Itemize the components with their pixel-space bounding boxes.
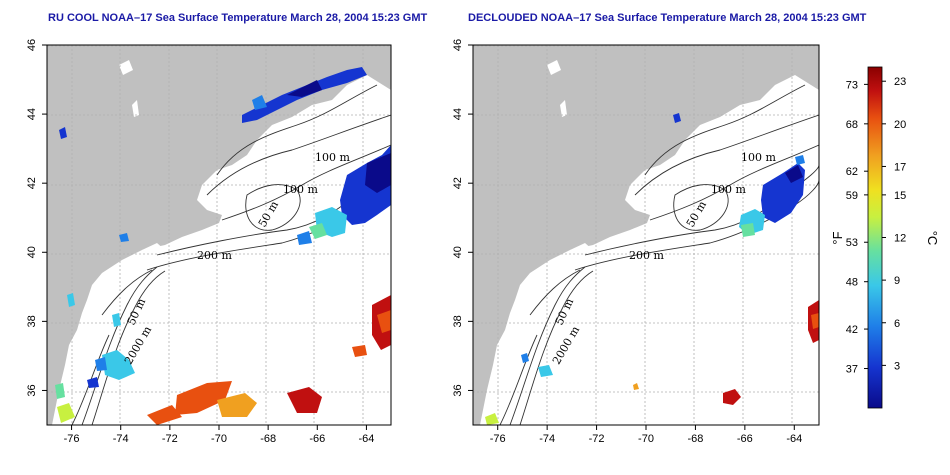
fahrenheit-tick-label: 42 (846, 324, 858, 336)
fahrenheit-tick-label: 59 (846, 190, 858, 202)
x-axis-tick-label: -64 (358, 433, 374, 445)
bathymetry-contours (499, 84, 819, 425)
fahrenheit-tick-label: 73 (846, 79, 858, 91)
y-axis-tick-label: 44 (452, 108, 464, 120)
celsius-tick-label: 12 (894, 233, 906, 245)
y-axis-tick-label: 38 (26, 315, 38, 327)
celsius-tick-label: 17 (894, 161, 906, 173)
x-axis-tick-label: -68 (687, 433, 703, 445)
x-axis-tick-label: -70 (638, 433, 654, 445)
y-axis-tick-label: 38 (452, 315, 464, 327)
celsius-tick-label: 9 (894, 275, 900, 287)
fahrenheit-tick-label: 48 (846, 277, 858, 289)
y-axis-tick-label: 40 (26, 246, 38, 258)
sst-patches (55, 67, 391, 425)
x-axis-tick-label: -74 (113, 433, 129, 445)
land-mass (47, 45, 391, 425)
celsius-tick-label: 23 (894, 76, 906, 88)
celsius-tick-label: 6 (894, 318, 900, 330)
celsius-unit-label: °C (925, 231, 940, 246)
fahrenheit-tick-label: 53 (846, 237, 858, 249)
right-map-axes: -76 -74 -72 -70 -68 -66 -64 36 38 40 42 44 46 (452, 39, 802, 445)
colorbar-ticks: 23 20 17 15 12 9 6 3 73 68 62 59 53 48 42 37 (846, 76, 907, 375)
y-axis-tick-label: 44 (26, 108, 38, 120)
contour-label: 100 m (283, 183, 318, 196)
x-axis-tick-label: -68 (260, 433, 276, 445)
land-mass (473, 45, 819, 425)
celsius-tick-label: 15 (894, 190, 906, 202)
fahrenheit-tick-label: 37 (846, 364, 858, 376)
celsius-tick-label: 20 (894, 119, 906, 131)
fahrenheit-tick-label: 62 (846, 166, 858, 178)
y-axis-tick-label: 46 (452, 39, 464, 51)
contour-label: 200 m (197, 249, 232, 262)
y-axis-tick-label: 36 (26, 384, 38, 396)
right-map-panel: 100 m 100 m 50 m 200 m 50 m 2000 m (472, 44, 820, 426)
x-axis-tick-label: -76 (490, 433, 506, 445)
left-map-title: RU COOL NOAA–17 Sea Surface Temperature … (48, 12, 428, 24)
x-axis-tick-label: -64 (786, 433, 802, 445)
x-axis-tick-label: -72 (162, 433, 178, 445)
colorbar-gradient (867, 66, 883, 409)
fahrenheit-unit-label: °F (830, 231, 845, 244)
x-axis-tick-label: -66 (309, 433, 325, 445)
left-map-axes: -76 -74 -72 -70 -68 -66 -64 36 38 40 42 44 46 (26, 39, 374, 445)
sst-patches (485, 113, 819, 425)
y-axis-tick-label: 36 (452, 384, 464, 396)
y-axis-tick-label: 40 (452, 246, 464, 258)
contour-label: 200 m (629, 249, 664, 262)
right-map-title: DECLOUDED NOAA–17 Sea Surface Temperatur… (468, 12, 867, 24)
x-axis-tick-label: -70 (211, 433, 227, 445)
left-map-panel: 100 m 100 m 50 m 200 m 50 m 2000 m (46, 44, 392, 426)
x-axis-tick-label: -72 (589, 433, 605, 445)
x-axis-tick-label: -66 (737, 433, 753, 445)
fahrenheit-tick-label: 68 (846, 119, 858, 131)
contour-label: 100 m (741, 151, 776, 164)
contour-label: 100 m (315, 151, 350, 164)
y-axis-tick-label: 42 (26, 177, 38, 189)
x-axis-tick-label: -76 (64, 433, 80, 445)
x-axis-tick-label: -74 (539, 433, 555, 445)
celsius-tick-label: 3 (894, 360, 900, 372)
y-axis-tick-label: 42 (452, 177, 464, 189)
temperature-colorbar: 23 20 17 15 12 9 6 3 73 68 62 59 53 48 42 37 °F °C (830, 66, 940, 409)
contour-label: 100 m (711, 183, 746, 196)
y-axis-tick-label: 46 (26, 39, 38, 51)
